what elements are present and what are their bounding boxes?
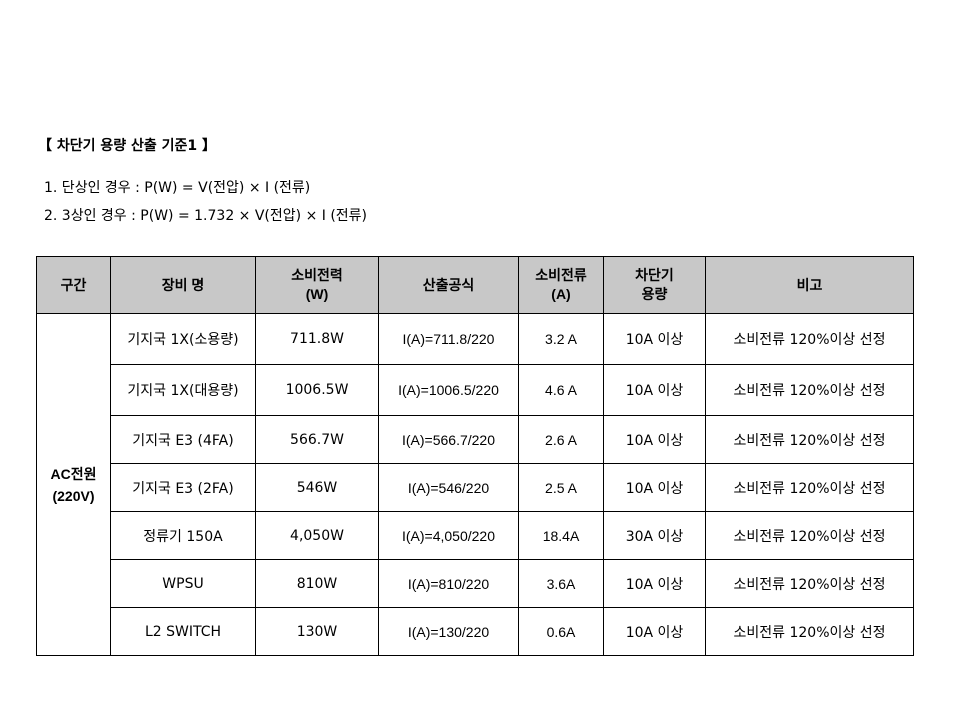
breaker-cell: 30A 이상	[603, 511, 706, 560]
breaker-cell: 10A 이상	[603, 415, 706, 464]
header-equipment: 장비 명	[110, 256, 256, 314]
table-row: WPSU 810W I(A)=810/220 3.6A 10A 이상 소비전류 120%이…	[37, 559, 914, 608]
table-header-row: 구간 장비 명 소비전력 (W) 산출공식 소비전류 (A) 차단기 용량 비고	[36, 256, 914, 314]
breaker-cell: 10A 이상	[603, 607, 706, 656]
note-cell: 소비전류 120%이상 선정	[705, 607, 914, 656]
current-cell: 4.6 A	[518, 364, 604, 416]
note-cell: 소비전류 120%이상 선정	[705, 463, 914, 512]
equipment-cell: WPSU	[110, 559, 256, 608]
power-cell: 130W	[255, 607, 379, 656]
table-row: 기지국 E3 (4FA) 566.7W I(A)=566.7/220 2.6 A 10A…	[37, 415, 914, 464]
table-row: 기지국 E3 (2FA) 546W I(A)=546/220 2.5 A 10A 이상 소…	[37, 463, 914, 512]
equipment-cell: 기지국 E3 (2FA)	[110, 463, 256, 512]
three-phase-formula: 2. 3상인 경우 : P(W) = 1.732 × V(전압) × I (전류…	[44, 208, 368, 224]
header-breaker: 차단기 용량	[603, 256, 706, 314]
note-cell: 소비전류 120%이상 선정	[705, 559, 914, 608]
equipment-cell: 기지국 1X(소용량)	[110, 313, 256, 365]
table-row: 기지국 1X(대용량) 1006.5W I(A)=1006.5/220 4.6 A 10…	[37, 364, 914, 416]
section-cell: AC전원 (220V)	[36, 313, 111, 656]
table-row: L2 SWITCH 130W I(A)=130/220 0.6A 10A 이상 소비전류 …	[37, 607, 914, 656]
formula-cell: I(A)=130/220	[378, 607, 519, 656]
equipment-cell: 정류기 150A	[110, 511, 256, 560]
power-cell: 810W	[255, 559, 379, 608]
formula-cell: I(A)=1006.5/220	[378, 364, 519, 416]
formula-cell: I(A)=711.8/220	[378, 313, 519, 365]
breaker-capacity-table: 구간 장비 명 소비전력 (W) 산출공식 소비전류 (A) 차단기 용량 비고…	[36, 256, 914, 656]
note-cell: 소비전류 120%이상 선정	[705, 313, 914, 365]
power-cell: 566.7W	[255, 415, 379, 464]
breaker-cell: 10A 이상	[603, 364, 706, 416]
table-row: 정류기 150A 4,050W I(A)=4,050/220 18.4A 30A 이상 소…	[37, 511, 914, 560]
formula-cell: I(A)=546/220	[378, 463, 519, 512]
formula-cell: I(A)=566.7/220	[378, 415, 519, 464]
current-cell: 2.5 A	[518, 463, 604, 512]
header-current: 소비전류 (A)	[518, 256, 604, 314]
header-section: 구간	[36, 256, 111, 314]
equipment-cell: 기지국 E3 (4FA)	[110, 415, 256, 464]
breaker-cell: 10A 이상	[603, 313, 706, 365]
header-note: 비고	[705, 256, 914, 314]
equipment-cell: 기지국 1X(대용량)	[110, 364, 256, 416]
current-cell: 3.6A	[518, 559, 604, 608]
header-power: 소비전력 (W)	[255, 256, 379, 314]
table-row: AC전원 (220V) 기지국 1X(소용량) 711.8W I(A)=711.8/2…	[36, 313, 914, 656]
breaker-cell: 10A 이상	[603, 559, 706, 608]
equipment-cell: L2 SWITCH	[110, 607, 256, 656]
single-phase-formula: 1. 단상인 경우 : P(W) = V(전압) × I (전류)	[44, 180, 311, 196]
note-cell: 소비전류 120%이상 선정	[705, 415, 914, 464]
formula-cell: I(A)=4,050/220	[378, 511, 519, 560]
current-cell: 18.4A	[518, 511, 604, 560]
power-cell: 4,050W	[255, 511, 379, 560]
current-cell: 3.2 A	[518, 313, 604, 365]
power-cell: 1006.5W	[255, 364, 379, 416]
current-cell: 2.6 A	[518, 415, 604, 464]
note-cell: 소비전류 120%이상 선정	[705, 511, 914, 560]
section-heading: 【 차단기 용량 산출 기준1 】	[38, 138, 217, 154]
current-cell: 0.6A	[518, 607, 604, 656]
formula-cell: I(A)=810/220	[378, 559, 519, 608]
header-formula: 산출공식	[378, 256, 519, 314]
power-cell: 711.8W	[255, 313, 379, 365]
power-cell: 546W	[255, 463, 379, 512]
note-cell: 소비전류 120%이상 선정	[705, 364, 914, 416]
breaker-cell: 10A 이상	[603, 463, 706, 512]
